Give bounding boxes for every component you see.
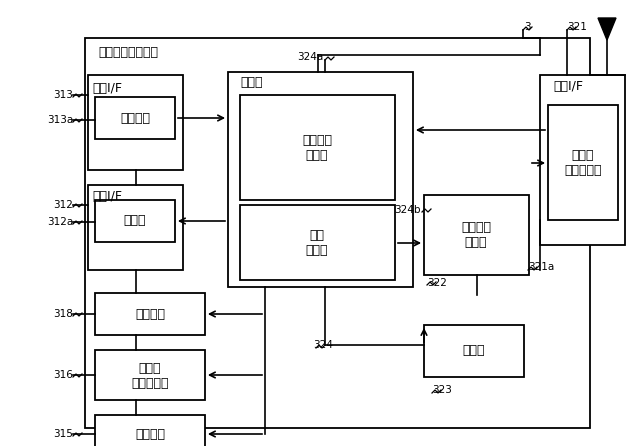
Text: 312: 312 [53, 200, 73, 210]
Text: 印字手段: 印字手段 [135, 307, 165, 321]
Text: 312a: 312a [47, 217, 73, 227]
Bar [95, 293, 205, 335]
Text: 入力I/F: 入力I/F [92, 82, 122, 95]
Bar [240, 95, 395, 200]
Bar [240, 205, 395, 280]
Bar [424, 325, 524, 377]
Text: メモリ: メモリ [463, 344, 485, 358]
Polygon shape [598, 18, 616, 40]
Text: 318: 318 [53, 309, 73, 319]
Text: 通信I/F: 通信I/F [553, 80, 583, 94]
Text: 駆動
制御部: 駆動 制御部 [306, 229, 328, 257]
Text: 誘導照明: 誘導照明 [135, 428, 165, 441]
Text: コード
リーダー部: コード リーダー部 [131, 362, 169, 390]
Text: 313a: 313a [47, 115, 73, 125]
Bar [548, 105, 618, 220]
Text: 316: 316 [53, 370, 73, 380]
Bar [95, 97, 175, 139]
Text: 321: 321 [567, 22, 587, 32]
Bar [85, 38, 590, 428]
Text: 制御部: 制御部 [240, 77, 262, 90]
Text: サービス提供端末: サービス提供端末 [98, 45, 158, 58]
Bar [228, 72, 413, 287]
Text: 324a: 324a [297, 52, 323, 62]
Bar [95, 350, 205, 400]
Text: 323: 323 [432, 385, 452, 395]
Bar [424, 195, 529, 275]
Text: 315: 315 [53, 429, 73, 439]
Text: 出力I/F: 出力I/F [92, 190, 122, 203]
Text: 3: 3 [524, 22, 531, 32]
Text: テンキー: テンキー [120, 112, 150, 124]
Text: 324b: 324b [394, 205, 421, 215]
Text: 321a: 321a [528, 262, 554, 272]
Text: 価値情報
管理部: 価値情報 管理部 [302, 134, 332, 162]
Bar [95, 415, 205, 446]
Text: 322: 322 [427, 278, 447, 288]
Bar [88, 185, 183, 270]
Text: 324: 324 [313, 340, 333, 350]
Text: 近距離
無線通信部: 近距離 無線通信部 [564, 149, 602, 177]
Bar [540, 75, 625, 245]
Bar [95, 200, 175, 242]
Text: 313: 313 [53, 90, 73, 100]
Bar [88, 75, 183, 170]
Text: 利用情報
通知部: 利用情報 通知部 [461, 221, 491, 249]
Text: 表示部: 表示部 [124, 215, 147, 227]
